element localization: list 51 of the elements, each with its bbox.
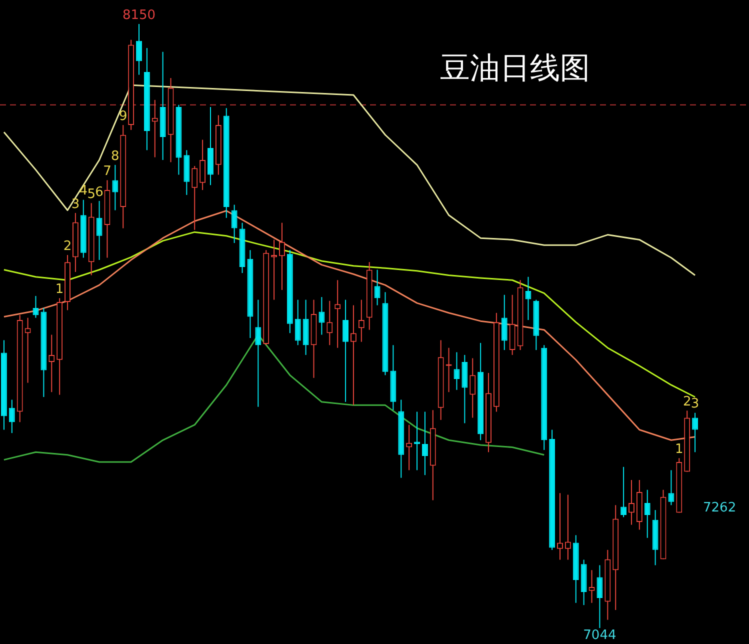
candlestick bbox=[318, 296, 325, 336]
candlestick bbox=[692, 412, 698, 453]
text: 豆油日线图 bbox=[440, 50, 590, 88]
annotation: 9 bbox=[118, 108, 128, 124]
candlestick bbox=[96, 200, 102, 260]
candlestick bbox=[358, 299, 364, 342]
candlestick bbox=[294, 299, 301, 346]
candlestick bbox=[374, 269, 380, 306]
candlestick bbox=[152, 99, 158, 158]
annotation: 5 bbox=[87, 187, 96, 202]
candlestick bbox=[525, 276, 532, 320]
candlestick bbox=[112, 164, 118, 211]
candlestick bbox=[588, 570, 595, 604]
candlestick bbox=[326, 300, 333, 346]
candlestick bbox=[470, 358, 476, 418]
annotation: 1 bbox=[55, 282, 64, 298]
candlestick bbox=[279, 222, 285, 290]
annotation: 3 bbox=[690, 396, 700, 412]
candlestick bbox=[255, 299, 262, 408]
candlestick bbox=[8, 399, 15, 434]
annotation: 7044 bbox=[583, 628, 616, 643]
annotation: 8150 bbox=[122, 8, 156, 23]
candlestick bbox=[200, 139, 206, 191]
candlestick bbox=[422, 411, 428, 476]
annotation: 3 bbox=[71, 196, 80, 212]
candlestick bbox=[342, 299, 349, 402]
candlestick bbox=[350, 304, 356, 406]
annotation: 7 bbox=[103, 164, 112, 180]
candlestick bbox=[501, 294, 508, 351]
text: 7262 bbox=[703, 500, 736, 516]
candlestick bbox=[136, 24, 142, 76]
annotation: 2 bbox=[682, 394, 692, 410]
candlestick bbox=[668, 470, 674, 506]
annotation: 1 bbox=[675, 442, 684, 458]
annotation: 4 bbox=[79, 184, 88, 199]
candlestick bbox=[231, 204, 238, 244]
candlestick bbox=[48, 334, 55, 393]
annotation: 8 bbox=[111, 148, 120, 164]
candlestick bbox=[620, 466, 627, 518]
candlestick bbox=[628, 480, 634, 526]
candlestick bbox=[644, 489, 650, 538]
candlestick bbox=[557, 492, 563, 560]
annotation: 2 bbox=[63, 238, 72, 254]
candlestick bbox=[192, 165, 198, 230]
candlestick bbox=[24, 317, 31, 384]
candlestick bbox=[454, 352, 460, 390]
candlestick bbox=[564, 494, 571, 560]
candlestick bbox=[334, 280, 341, 348]
candlestick bbox=[596, 564, 603, 628]
annotation: 6 bbox=[95, 184, 104, 200]
candlestick bbox=[462, 354, 468, 424]
